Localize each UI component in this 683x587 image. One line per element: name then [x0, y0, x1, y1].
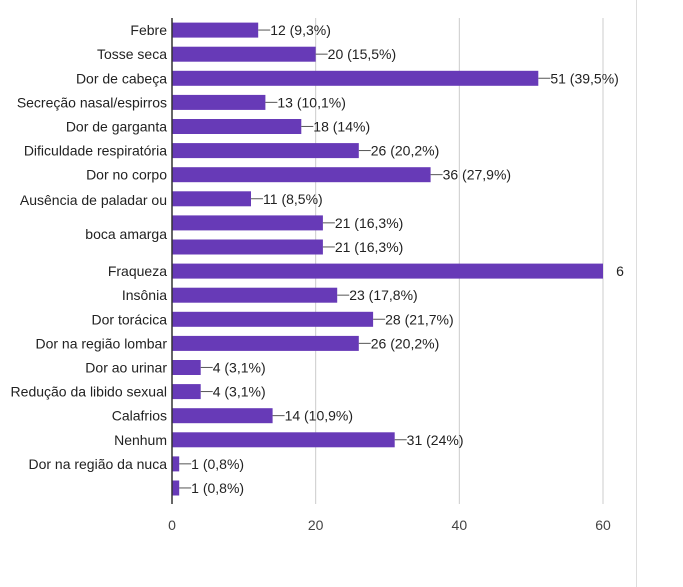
- data-label: 11 (8,5%): [263, 191, 323, 207]
- bar: [172, 143, 359, 159]
- bar: [172, 384, 201, 400]
- bar: [172, 263, 603, 279]
- bar: [172, 22, 259, 38]
- bar: [172, 239, 323, 255]
- bar: [172, 287, 338, 303]
- bars: [172, 22, 603, 496]
- data-label: 13 (10,1%): [277, 94, 345, 110]
- data-label: 4 (3,1%): [213, 384, 266, 400]
- category-labels: Febre Tosse seca Dor de cabeça Secreção nas…: [11, 22, 168, 472]
- data-label: 12 (9,3%): [270, 22, 331, 38]
- category-label: Dificuldade respiratória: [24, 143, 167, 159]
- bar: [172, 311, 374, 327]
- data-label: 18 (14%): [313, 118, 370, 134]
- bar: [172, 360, 201, 375]
- data-label: 1 (0,8%): [191, 480, 244, 496]
- data-label: 20 (15,5%): [328, 46, 396, 62]
- bar: [172, 408, 273, 424]
- category-label: Febre: [130, 22, 167, 38]
- category-label: Dor de garganta: [66, 118, 167, 134]
- bar: [172, 70, 539, 86]
- data-labels: 12 (9,3%) 20 (15,5%) 51 (39,5%) 13 (10,1%) 1…: [179, 22, 624, 496]
- category-label-wrapped: boca amarga: [85, 226, 167, 242]
- bar: [172, 46, 316, 62]
- category-label-wrapped: Ausência de paladar ou: [20, 192, 167, 208]
- bar: [172, 432, 395, 448]
- data-label: 51 (39,5%): [550, 70, 618, 86]
- gridlines: [315, 18, 604, 504]
- category-label: Dor na região lombar: [35, 335, 167, 351]
- data-label: 21 (16,3%): [335, 215, 403, 231]
- bar: [172, 119, 302, 134]
- bar: [172, 335, 359, 351]
- category-label: Nenhum: [114, 432, 167, 448]
- category-label: Tosse seca: [97, 46, 167, 62]
- data-label: 36 (27,9%): [443, 167, 511, 183]
- x-tick-label: 60: [595, 517, 611, 533]
- bar: [172, 191, 251, 207]
- category-label: Fraqueza: [108, 263, 167, 279]
- category-label: Insônia: [122, 287, 167, 303]
- data-label: 26 (20,2%): [371, 335, 439, 351]
- category-label: Calafrios: [112, 408, 167, 424]
- bar: [172, 480, 180, 496]
- x-tick-label: 20: [308, 517, 324, 533]
- category-label: Dor na região da nuca: [28, 456, 167, 472]
- bar: [172, 215, 323, 231]
- data-label: 21 (16,3%): [335, 239, 403, 255]
- category-label: Redução da libido sexual: [11, 384, 167, 400]
- data-label: 6: [616, 263, 624, 279]
- x-tick-labels: 0 20 40 60: [168, 517, 611, 533]
- x-tick-label: 0: [168, 517, 176, 533]
- category-label: Dor no corpo: [86, 167, 167, 183]
- category-label: Dor ao urinar: [85, 360, 167, 376]
- panel-edge: [636, 0, 637, 587]
- data-label: 26 (20,2%): [371, 143, 439, 159]
- category-label: Dor torácica: [92, 311, 168, 327]
- data-label: 14 (10,9%): [285, 408, 353, 424]
- data-label: 4 (3,1%): [213, 360, 266, 376]
- x-tick-label: 40: [452, 517, 468, 533]
- data-label: 23 (17,8%): [349, 287, 417, 303]
- category-label: Dor de cabeça: [76, 70, 167, 86]
- bar: [172, 167, 431, 183]
- bar: [172, 456, 180, 472]
- bar: [172, 94, 266, 110]
- data-label: 31 (24%): [407, 432, 464, 448]
- data-label: 28 (21,7%): [385, 311, 453, 327]
- category-label: Secreção nasal/espirros: [17, 94, 167, 110]
- data-label: 1 (0,8%): [191, 456, 244, 472]
